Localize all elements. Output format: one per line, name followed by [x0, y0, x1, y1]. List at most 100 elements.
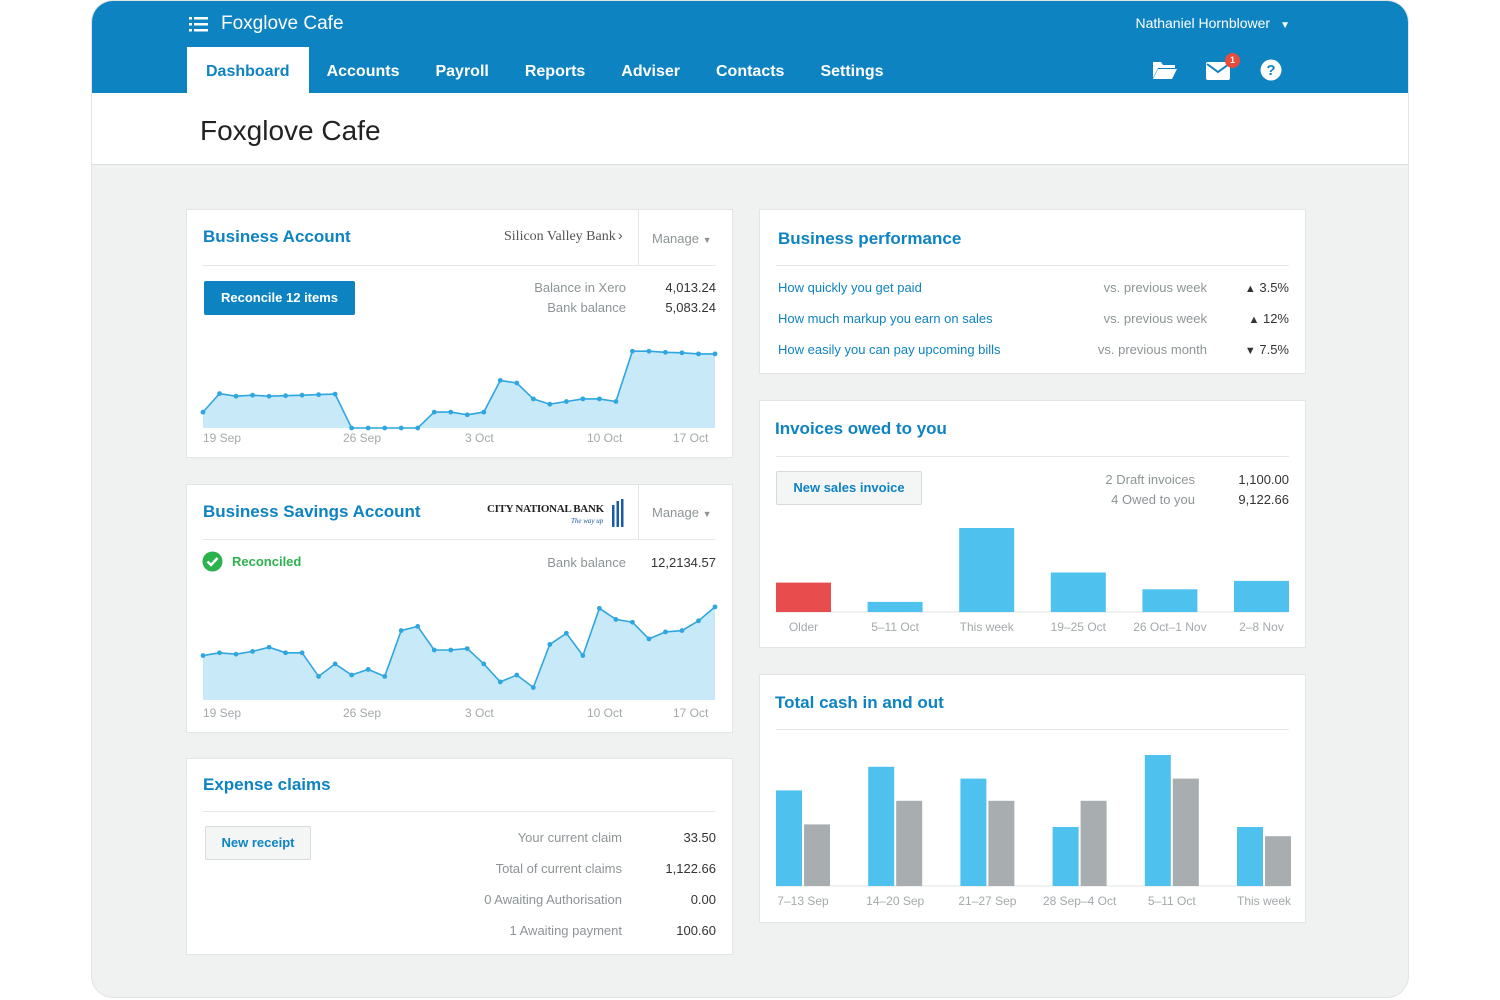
draft-invoices-label[interactable]: 2 Draft invoices	[1105, 472, 1195, 487]
chart-bar[interactable]	[804, 824, 830, 886]
tab-accounts[interactable]: Accounts	[326, 63, 400, 80]
chart-bar[interactable]	[1234, 580, 1289, 612]
expense-claims-title[interactable]: Expense claims	[203, 775, 331, 794]
chart-bar[interactable]	[960, 778, 987, 886]
business-performance-title[interactable]: Business performance	[778, 229, 962, 248]
chart-bar[interactable]	[867, 601, 923, 612]
chart-bar[interactable]	[1265, 836, 1291, 886]
reconcile-button[interactable]: Reconcile 12 items	[204, 281, 355, 315]
balance-xero-label: Balance in Xero	[534, 280, 626, 295]
brand[interactable]: Foxglove Cafe	[189, 13, 344, 35]
x-tick-label: Older	[788, 620, 819, 634]
chart-bar[interactable]	[868, 766, 895, 886]
x-tick-label: 3 Oct	[465, 431, 494, 445]
manage-dropdown[interactable]: Manage ▼	[652, 505, 712, 520]
top-icons: 1 ?	[1152, 53, 1288, 83]
chart-point	[365, 667, 371, 672]
chart-bar[interactable]	[1237, 827, 1263, 886]
chart-point	[547, 401, 553, 407]
chart-point	[530, 396, 536, 402]
claim-row-label: Your current claim	[517, 830, 622, 845]
chart-point	[514, 380, 520, 386]
x-tick-label: 17 Oct	[673, 431, 709, 445]
chart-bar[interactable]	[776, 790, 802, 886]
performance-link[interactable]: How quickly you get paid	[778, 280, 922, 295]
chart-bar[interactable]	[1172, 778, 1199, 886]
tab-settings[interactable]: Settings	[820, 63, 884, 80]
x-tick-label: 5–11 Oct	[1147, 894, 1196, 908]
folder-icon[interactable]	[1152, 59, 1180, 83]
x-tick-label: 28 Sep–4 Oct	[1042, 894, 1117, 908]
owed-value: 9,122.66	[1238, 492, 1289, 507]
chart-point	[283, 650, 288, 656]
mail-icon[interactable]: 1	[1206, 53, 1240, 83]
chart-bar[interactable]	[896, 800, 923, 886]
tab-dashboard[interactable]: Dashboard	[187, 47, 309, 93]
help-icon[interactable]: ?	[1260, 59, 1288, 83]
performance-value: ▲ 3.5%	[1245, 280, 1289, 295]
top-navigation-bar: Foxglove Cafe Nathaniel Hornblower ▼ Dash…	[92, 1, 1408, 93]
performance-link[interactable]: How easily you can pay upcoming bills	[778, 342, 1001, 357]
claim-row-label: 0 Awaiting Authorisation	[484, 892, 622, 907]
chart-bar[interactable]	[1050, 572, 1106, 613]
chart-point	[481, 661, 487, 667]
balance-xero-value: 4,013.24	[665, 280, 716, 295]
business-account-title[interactable]: Business Account	[203, 227, 351, 246]
bank-logo-name: CITY NATIONAL BANK	[487, 503, 604, 515]
tab-reports[interactable]: Reports	[524, 63, 586, 80]
claim-row-label: Total of current claims	[495, 861, 622, 876]
chart-point	[580, 396, 586, 402]
new-receipt-button[interactable]: New receipt	[205, 826, 311, 860]
chart-bar[interactable]	[776, 582, 831, 612]
manage-dropdown[interactable]: Manage ▼	[652, 231, 712, 246]
chevron-down-icon[interactable]: ▼	[1280, 20, 1290, 31]
chevron-down-icon[interactable]: ▼	[702, 509, 712, 519]
owed-label[interactable]: 4 Owed to you	[1111, 492, 1195, 507]
chart-bar[interactable]	[1052, 827, 1079, 886]
chart-bar[interactable]	[1142, 589, 1198, 612]
bank-balance-value: 12,2134.57	[650, 555, 716, 570]
user-menu[interactable]: Nathaniel Hornblower ▼	[1135, 15, 1290, 31]
chart-point	[630, 619, 635, 625]
bank-balance-value: 5,083.24	[665, 300, 716, 315]
x-tick-label: 3 Oct	[465, 706, 494, 720]
cash-title[interactable]: Total cash in and out	[775, 693, 944, 712]
chart-point	[646, 348, 652, 354]
triangle-up-icon: ▲	[1244, 283, 1256, 295]
user-name[interactable]: Nathaniel Hornblower	[1135, 15, 1271, 31]
expense-claims-card: Expense claims New receipt Your current …	[186, 758, 733, 955]
x-tick-label: 19 Sep	[203, 706, 242, 720]
manage-label[interactable]: Manage	[652, 231, 699, 246]
chart-bar[interactable]	[1144, 755, 1171, 886]
check-circle-icon	[202, 551, 223, 572]
savings-account-title[interactable]: Business Savings Account	[203, 502, 421, 521]
org-name[interactable]: Foxglove Cafe	[221, 13, 344, 34]
chart-point	[431, 409, 437, 415]
chart-bar[interactable]	[959, 528, 1015, 612]
chart-point	[497, 377, 503, 383]
performance-link[interactable]: How much markup you earn on sales	[778, 311, 993, 326]
cash-bar-chart	[776, 755, 1291, 887]
chevron-down-icon[interactable]: ▼	[702, 235, 712, 245]
chart-line	[202, 350, 715, 429]
x-tick-label: 26 Sep	[343, 706, 382, 720]
chart-point	[464, 412, 470, 418]
performance-compare: vs. previous month	[1097, 342, 1207, 357]
tab-payroll[interactable]: Payroll	[435, 63, 489, 80]
chart-point	[233, 393, 239, 399]
invoices-title[interactable]: Invoices owed to you	[775, 419, 947, 438]
chart-bar[interactable]	[988, 800, 1015, 886]
mail-badge: 1	[1225, 53, 1240, 68]
chart-bar[interactable]	[1080, 800, 1107, 886]
manage-label[interactable]: Manage	[652, 505, 699, 520]
claim-row-value: 100.60	[676, 923, 716, 938]
chart-point	[712, 604, 718, 610]
x-tick-label: 26 Oct–1 Nov	[1133, 620, 1207, 634]
tab-adviser[interactable]: Adviser	[621, 63, 680, 80]
bank-balance-label: Bank balance	[547, 300, 626, 315]
menu-icon[interactable]	[189, 14, 209, 34]
invoices-bar-chart	[776, 528, 1289, 613]
card-divider	[203, 265, 716, 266]
tab-contacts[interactable]: Contacts	[716, 63, 785, 80]
new-sales-invoice-button[interactable]: New sales invoice	[776, 471, 922, 505]
